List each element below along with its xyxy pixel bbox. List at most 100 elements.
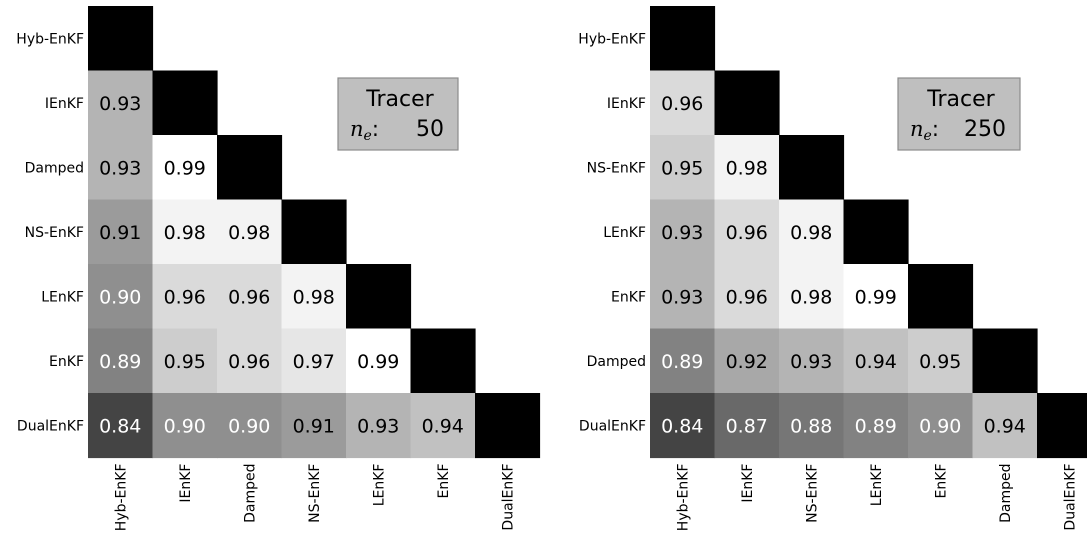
heatmap-cell-dualenkf-ienkf — [714, 393, 780, 459]
column-label-ns-enkf: NS-EnKF — [804, 464, 820, 523]
heatmap-cell-enkf-lenkf — [843, 264, 909, 330]
heatmap-panel-ne-250: 0.96 0.95 0.98 0.93 0.96 0.98 0.93 0.96 0.98 0.99… — [578, 6, 1087, 531]
cell-value-label: 0.98 — [790, 222, 832, 244]
heatmap-cell-lenkf-ns-enkf — [281, 264, 347, 330]
cell-value-label: 0.90 — [99, 286, 141, 308]
diagonal-cell-hyb-enkf — [88, 6, 154, 72]
column-label-ienkf: IEnKF — [178, 464, 194, 503]
heatmap-cell-ns-enkf-damped — [217, 199, 283, 265]
cell-value-label: 0.96 — [228, 286, 270, 308]
heatmap-cell-damped-enkf — [908, 328, 974, 394]
row-label-dualenkf: DualEnKF — [17, 418, 84, 434]
heatmap-cell-enkf-ienkf — [152, 328, 218, 394]
cell-value-label: 0.98 — [228, 222, 270, 244]
heatmap-cell-dualenkf-damped — [217, 393, 283, 459]
row-label-damped: Damped — [25, 160, 84, 176]
cell-value-label: 0.84 — [99, 415, 141, 437]
cell-value-label: 0.89 — [661, 351, 703, 373]
heatmap-cell-damped-ns-enkf — [779, 328, 845, 394]
diagonal-cell-enkf — [908, 264, 974, 330]
cell-value-label: 0.92 — [726, 351, 768, 373]
row-label-lenkf: LEnKF — [603, 225, 646, 241]
heatmap-cell-enkf-ns-enkf — [779, 264, 845, 330]
diagonal-cell-ns-enkf — [281, 199, 347, 265]
cell-value-label: 0.93 — [357, 415, 399, 437]
cell-value-label: 0.87 — [726, 415, 768, 437]
heatmap-cell-enkf-lenkf — [346, 328, 412, 394]
column-label-dualenkf: DualEnKF — [500, 464, 516, 531]
heatmap-cell-enkf-ns-enkf — [281, 328, 347, 394]
diagonal-cell-ienkf — [152, 70, 218, 136]
row-label-ns-enkf: NS-EnKF — [25, 225, 84, 241]
column-label-ienkf: IEnKF — [740, 464, 756, 503]
diagonal-cell-dualenkf — [1037, 393, 1087, 459]
row-label-ienkf: IEnKF — [45, 96, 84, 112]
cell-value-label: 0.93 — [661, 222, 703, 244]
cell-value-label: 0.95 — [919, 351, 961, 373]
cell-value-label: 0.98 — [726, 157, 768, 179]
heatmap-cell-damped-ienkf — [714, 328, 780, 394]
cell-value-label: 0.96 — [164, 286, 206, 308]
cell-value-label: 0.93 — [790, 351, 832, 373]
heatmap-panel-ne-50: 0.93 0.93 0.99 0.91 0.98 0.98 0.90 0.96 0.96 0.98… — [16, 6, 541, 532]
diagonal-cell-damped — [217, 135, 283, 201]
cell-value-label: 0.91 — [293, 415, 335, 437]
heatmap-cell-lenkf-ienkf — [714, 199, 780, 265]
ensemble-size-label: ne: — [350, 117, 379, 144]
column-label-enkf: EnKF — [933, 464, 949, 499]
cell-value-label: 0.90 — [228, 415, 270, 437]
column-label-damped: Damped — [998, 464, 1014, 523]
cell-value-label: 0.89 — [99, 351, 141, 373]
heatmap-cell-dualenkf-hyb-enkf — [88, 393, 154, 459]
diagonal-cell-ienkf — [714, 70, 780, 136]
heatmap-cell-dualenkf-lenkf — [843, 393, 909, 459]
heatmap-cell-ns-enkf-ienkf — [714, 135, 780, 201]
ensemble-size-value: 50 — [416, 117, 444, 142]
row-label-hyb-enkf: Hyb-EnKF — [578, 31, 646, 47]
legend-box — [897, 77, 1021, 151]
legend-box — [337, 77, 459, 151]
cell-value-label: 0.95 — [164, 351, 206, 373]
cell-value-label: 0.99 — [164, 157, 206, 179]
row-label-ienkf: IEnKF — [607, 96, 646, 112]
heatmap-cell-dualenkf-ns-enkf — [779, 393, 845, 459]
heatmap-cell-enkf-hyb-enkf — [650, 264, 716, 330]
heatmap-cell-damped-ienkf — [152, 135, 218, 201]
cell-value-label: 0.94 — [984, 415, 1026, 437]
column-label-dualenkf: DualEnKF — [1062, 464, 1078, 531]
heatmap-cell-enkf-ienkf — [714, 264, 780, 330]
cell-value-label: 0.88 — [790, 415, 832, 437]
heatmap-cell-dualenkf-lenkf — [346, 393, 412, 459]
heatmap-cell-ns-enkf-hyb-enkf — [88, 199, 154, 265]
heatmap-cell-lenkf-hyb-enkf — [650, 199, 716, 265]
heatmap-cell-dualenkf-enkf — [410, 393, 476, 459]
row-label-ns-enkf: NS-EnKF — [587, 160, 646, 176]
heatmap-cell-dualenkf-enkf — [908, 393, 974, 459]
heatmap-cell-dualenkf-ns-enkf — [281, 393, 347, 459]
row-label-enkf: EnKF — [611, 289, 646, 305]
column-label-hyb-enkf: Hyb-EnKF — [113, 464, 129, 532]
heatmap-cell-lenkf-hyb-enkf — [88, 264, 154, 330]
cell-value-label: 0.98 — [790, 286, 832, 308]
diagonal-cell-enkf — [410, 328, 476, 394]
ensemble-size-label: ne: — [910, 117, 939, 144]
cell-value-label: 0.96 — [726, 222, 768, 244]
row-label-enkf: EnKF — [49, 354, 84, 370]
row-label-damped: Damped — [587, 354, 646, 370]
diagonal-cell-ns-enkf — [779, 135, 845, 201]
diagonal-cell-lenkf — [346, 264, 412, 330]
row-label-hyb-enkf: Hyb-EnKF — [16, 31, 84, 47]
heatmap-cell-ns-enkf-hyb-enkf — [650, 135, 716, 201]
heatmap-cell-ienkf-hyb-enkf — [650, 70, 716, 136]
cell-value-label: 0.96 — [726, 286, 768, 308]
diagonal-cell-hyb-enkf — [650, 6, 716, 72]
cell-value-label: 0.96 — [661, 93, 703, 115]
column-label-lenkf: LEnKF — [869, 464, 885, 507]
cell-value-label: 0.91 — [99, 222, 141, 244]
cell-value-label: 0.89 — [855, 415, 897, 437]
cell-value-label: 0.84 — [661, 415, 703, 437]
cell-value-label: 0.94 — [855, 351, 897, 373]
heatmap-cell-enkf-damped — [217, 328, 283, 394]
column-label-damped: Damped — [242, 464, 258, 523]
